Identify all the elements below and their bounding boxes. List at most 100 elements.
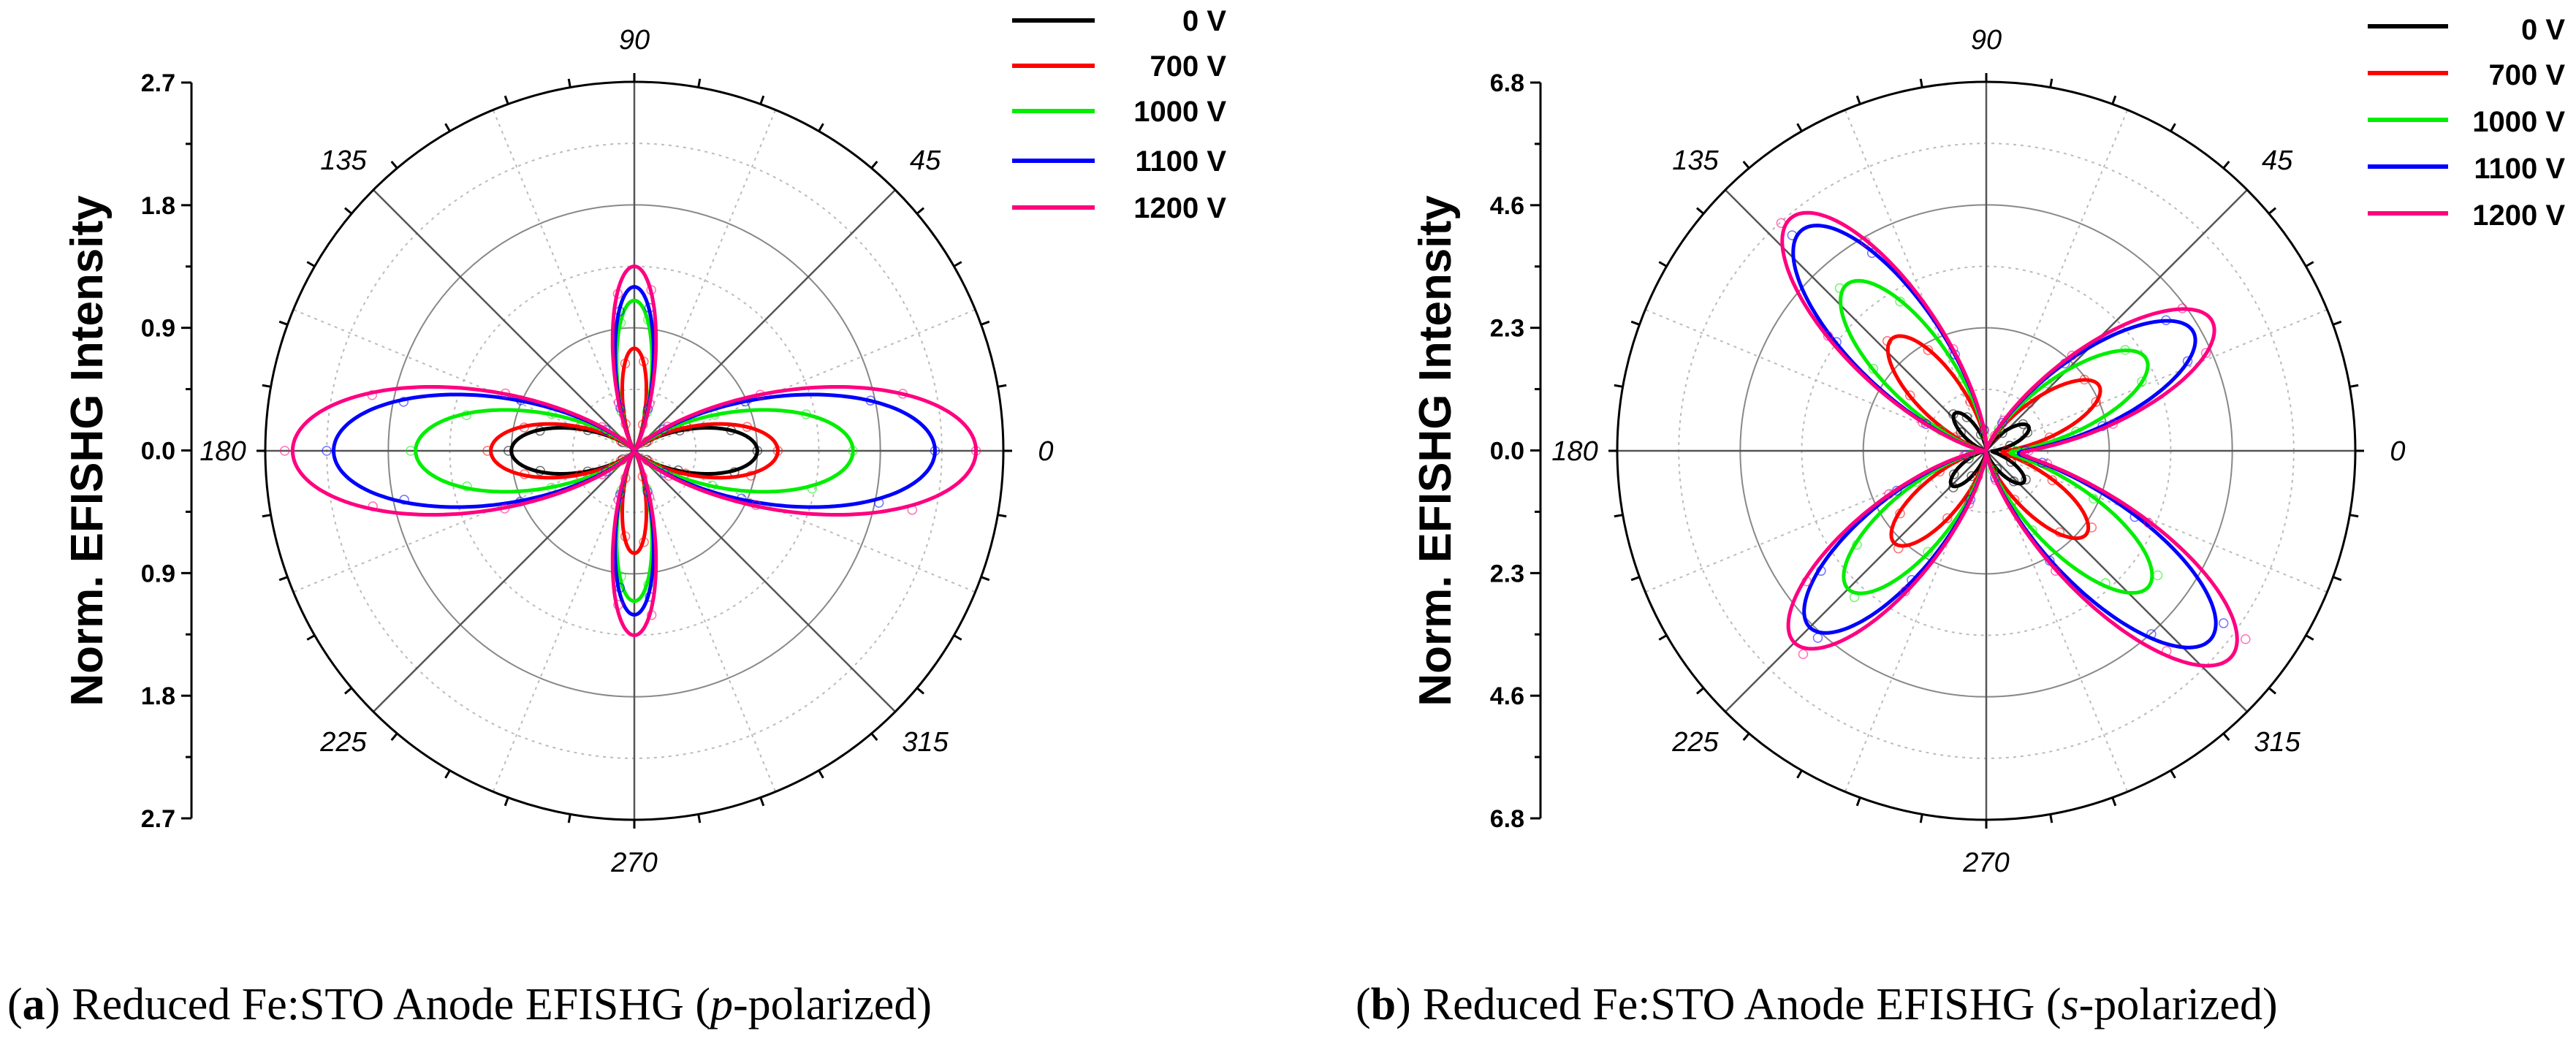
data-point: [406, 446, 416, 456]
data-point: [620, 358, 631, 369]
grid-spoke-minor: [1986, 450, 2129, 792]
legend-item: 1200 V: [2368, 199, 2565, 232]
angle-tick: [2305, 634, 2314, 641]
angle-tick: [2049, 78, 2053, 88]
data-point: [613, 397, 624, 408]
legend-label: 1000 V: [2472, 106, 2565, 138]
data-point: [2200, 348, 2211, 358]
angle-tick: [1658, 261, 1668, 267]
angle-tick: [278, 320, 288, 326]
angle-tick: [818, 769, 824, 779]
angle-label: 45: [2262, 145, 2293, 176]
radial-tick-label: 0.9: [141, 560, 175, 587]
data-point: [772, 446, 783, 456]
angle-tick: [390, 732, 398, 742]
data-point: [461, 410, 472, 420]
data-point: [707, 480, 718, 491]
data-point: [2137, 376, 2147, 387]
angle-tick: [1630, 576, 1640, 582]
angle-tick: [1614, 384, 1623, 388]
legend-item: 0 V: [1012, 5, 1226, 37]
data-point: [482, 446, 493, 456]
grid-spoke-minor: [634, 308, 976, 452]
radial-tick-label: 2.7: [141, 69, 175, 97]
grid-spoke-minor: [1986, 110, 2129, 452]
caption-suffix: -polarized): [2079, 980, 2278, 1030]
data-point: [367, 389, 377, 400]
angle-label: 0: [1038, 436, 1053, 467]
angle-tick: [444, 769, 451, 779]
data-point: [500, 388, 511, 399]
data-point: [1861, 237, 1871, 247]
angle-tick: [2333, 320, 2342, 326]
data-point: [865, 395, 875, 406]
data-point: [2054, 527, 2065, 538]
caption-polarization: s: [2062, 980, 2079, 1030]
data-point: [873, 498, 884, 508]
radial-tick-label: 1.8: [141, 192, 175, 220]
angle-tick: [504, 95, 509, 104]
data-point: [1904, 390, 1915, 400]
legend-label: 1100 V: [2474, 153, 2565, 185]
grid-spoke: [373, 450, 635, 712]
polar-grid-a: [257, 73, 1012, 829]
radial-tick-label: 6.8: [1490, 69, 1524, 97]
angle-tick: [1855, 797, 1861, 807]
angle-label: 45: [910, 145, 941, 176]
angle-tick: [916, 687, 925, 695]
angle-label: 0: [2390, 436, 2405, 467]
angle-tick: [262, 384, 271, 388]
data-point: [807, 483, 818, 494]
angle-tick: [444, 123, 451, 132]
legend-item: 700 V: [1012, 50, 1226, 83]
data-point: [1923, 547, 1933, 557]
angle-tick: [2305, 261, 2314, 267]
data-point: [897, 389, 908, 399]
legend-item: 1200 V: [1012, 192, 1226, 224]
data-point: [2021, 474, 2031, 485]
legend-item: 1000 V: [1012, 96, 1226, 128]
angle-label: 315: [2254, 727, 2300, 758]
data-point: [2162, 646, 2172, 656]
data-point: [499, 503, 510, 514]
angle-tick: [2222, 732, 2230, 742]
angle-tick: [2222, 160, 2230, 170]
grid-spoke: [1725, 189, 1987, 452]
grid-spoke-minor: [1844, 110, 1987, 452]
data-point: [1776, 218, 1787, 229]
data-point: [519, 469, 530, 479]
data-point: [2089, 493, 2099, 504]
angle-tick: [981, 320, 990, 326]
legend-label: 1100 V: [1135, 145, 1226, 178]
data-point: [646, 285, 656, 295]
legend-item: 1100 V: [2368, 153, 2565, 185]
grid-spoke-minor: [1986, 450, 2328, 593]
data-point: [751, 500, 761, 510]
angle-tick: [1614, 514, 1623, 518]
caption-letter: a: [23, 980, 45, 1030]
data-point: [2008, 476, 2019, 487]
caption-suffix: -polarized): [733, 980, 932, 1030]
angle-label: 180: [1551, 436, 1597, 467]
data-point: [644, 492, 655, 502]
legend-item: 0 V: [2368, 14, 2565, 46]
data-point: [1852, 539, 1862, 550]
data-point: [1868, 363, 1879, 374]
data-point: [1895, 296, 1905, 307]
data-point: [613, 495, 623, 505]
angle-tick: [2111, 797, 2117, 807]
angle-tick: [567, 78, 571, 88]
data-point: [368, 501, 378, 511]
angle-tick: [2268, 207, 2277, 215]
data-point: [745, 471, 756, 481]
data-point: [1942, 513, 1953, 523]
data-point: [2100, 578, 2110, 588]
angle-tick: [343, 207, 353, 215]
data-point: [1959, 450, 1969, 461]
data-point: [399, 495, 409, 505]
angle-tick: [1919, 814, 1923, 823]
legend-item: 700 V: [2368, 59, 2565, 91]
angle-label: 90: [1971, 25, 2002, 56]
angle-tick: [2268, 687, 2277, 695]
